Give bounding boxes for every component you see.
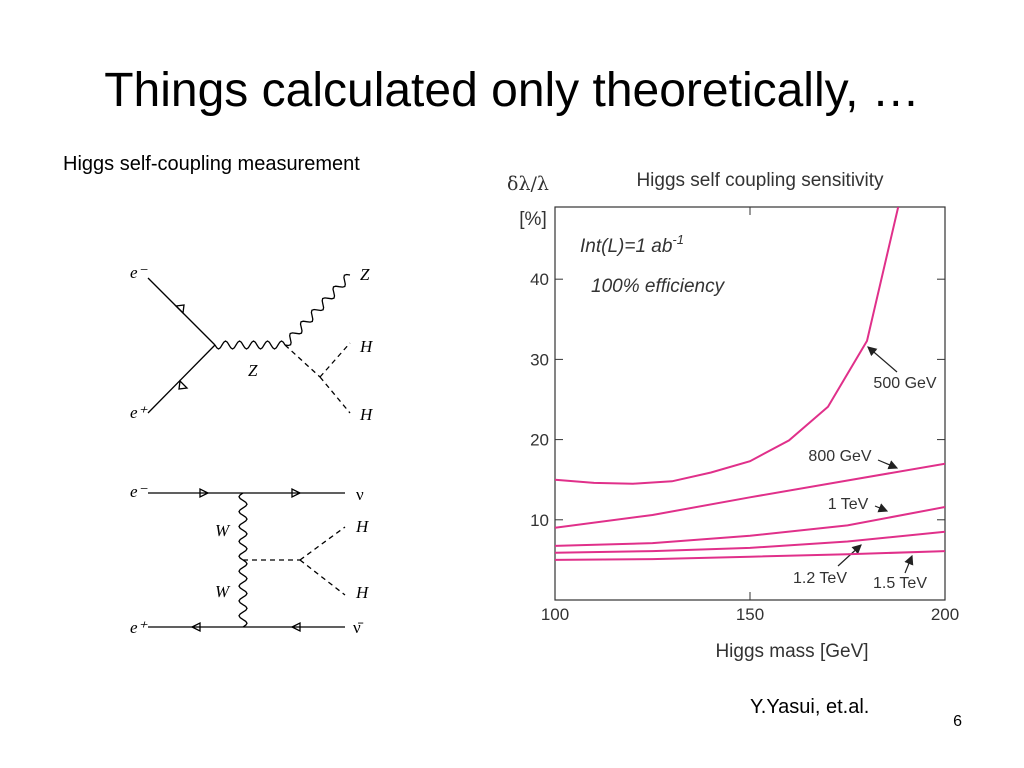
y-tick-label: 10 xyxy=(530,511,549,530)
series-label: 1.2 TeV xyxy=(793,570,847,587)
series xyxy=(555,506,945,547)
arrow xyxy=(174,304,185,315)
label: H xyxy=(355,583,370,602)
label: Z xyxy=(248,361,258,380)
annotation-text: 100% efficiency xyxy=(591,276,726,297)
annotation-sup: -1 xyxy=(672,232,684,247)
series xyxy=(555,462,945,529)
scalar-line xyxy=(299,526,346,561)
series xyxy=(555,207,900,485)
series-line xyxy=(555,550,945,561)
series-label: 500 GeV xyxy=(873,375,936,392)
y-axis-unit: [%] xyxy=(519,209,546,230)
annotation: 100% efficiency xyxy=(591,276,726,297)
arrow xyxy=(178,379,189,390)
label-arrow xyxy=(874,503,889,513)
boson-line xyxy=(214,340,286,350)
label: H xyxy=(359,405,374,424)
subtitle: Higgs self-coupling measurement xyxy=(63,153,360,175)
annotation-text: Int(L)=1 ab xyxy=(580,236,672,257)
arrow xyxy=(190,621,201,633)
series xyxy=(555,530,945,554)
citation: Y.Yasui, et.al. xyxy=(750,696,869,718)
label: W xyxy=(215,521,231,540)
label: e⁺ xyxy=(130,403,149,422)
x-axis-label: Higgs mass [GeV] xyxy=(715,641,868,662)
scalar-line xyxy=(319,342,351,378)
label: ν xyxy=(356,485,364,504)
label: H xyxy=(355,517,370,536)
series xyxy=(555,550,945,561)
series-label: 1 TeV xyxy=(828,496,869,513)
plot-frame xyxy=(554,206,946,601)
label-arrow xyxy=(867,346,898,373)
label: ν̄ xyxy=(353,618,364,637)
series-label: 800 GeV xyxy=(808,448,871,465)
scalar-line xyxy=(299,559,346,596)
y-tick-label: 40 xyxy=(530,270,549,289)
slide-title: Things calculated only theoretically, … xyxy=(104,64,920,117)
label: Z xyxy=(360,265,370,284)
boson-line xyxy=(284,273,351,347)
label-arrow xyxy=(877,459,899,470)
arrow xyxy=(291,487,302,499)
series-line xyxy=(555,207,900,485)
label-arrow xyxy=(837,544,862,567)
page-number: 6 xyxy=(953,713,962,730)
arrow xyxy=(199,487,210,499)
label-arrow xyxy=(904,554,914,574)
x-tick-label: 150 xyxy=(736,605,764,624)
label: e⁻ xyxy=(130,263,149,282)
x-tick-label: 200 xyxy=(931,605,959,624)
scalar-line xyxy=(284,344,321,378)
series-line xyxy=(555,530,945,554)
x-tick-label: 100 xyxy=(541,605,569,624)
fermion-line xyxy=(147,344,216,414)
annotation: Int(L)=1 ab-1 xyxy=(580,232,684,257)
series-line xyxy=(555,462,945,529)
series-label: 1.5 TeV xyxy=(873,575,927,592)
label: H xyxy=(359,337,374,356)
label: e⁺ xyxy=(130,618,149,637)
feynman-diagram: e⁻ e⁺ Z Z H H e⁻ ν W H W H e⁺ ν̄ xyxy=(130,263,374,637)
label: e⁻ xyxy=(130,482,149,501)
y-tick-label: 30 xyxy=(530,350,549,369)
series-line xyxy=(555,506,945,547)
chart-title: Higgs self coupling sensitivity xyxy=(636,170,884,191)
scalar-line xyxy=(319,376,351,414)
y-tick-label: 20 xyxy=(530,431,549,450)
arrow xyxy=(290,621,301,633)
chart: Higgs self coupling sensitivity δλ/λ [%]… xyxy=(507,170,959,662)
y-axis-label: δλ/λ xyxy=(507,173,549,195)
label: W xyxy=(215,582,231,601)
